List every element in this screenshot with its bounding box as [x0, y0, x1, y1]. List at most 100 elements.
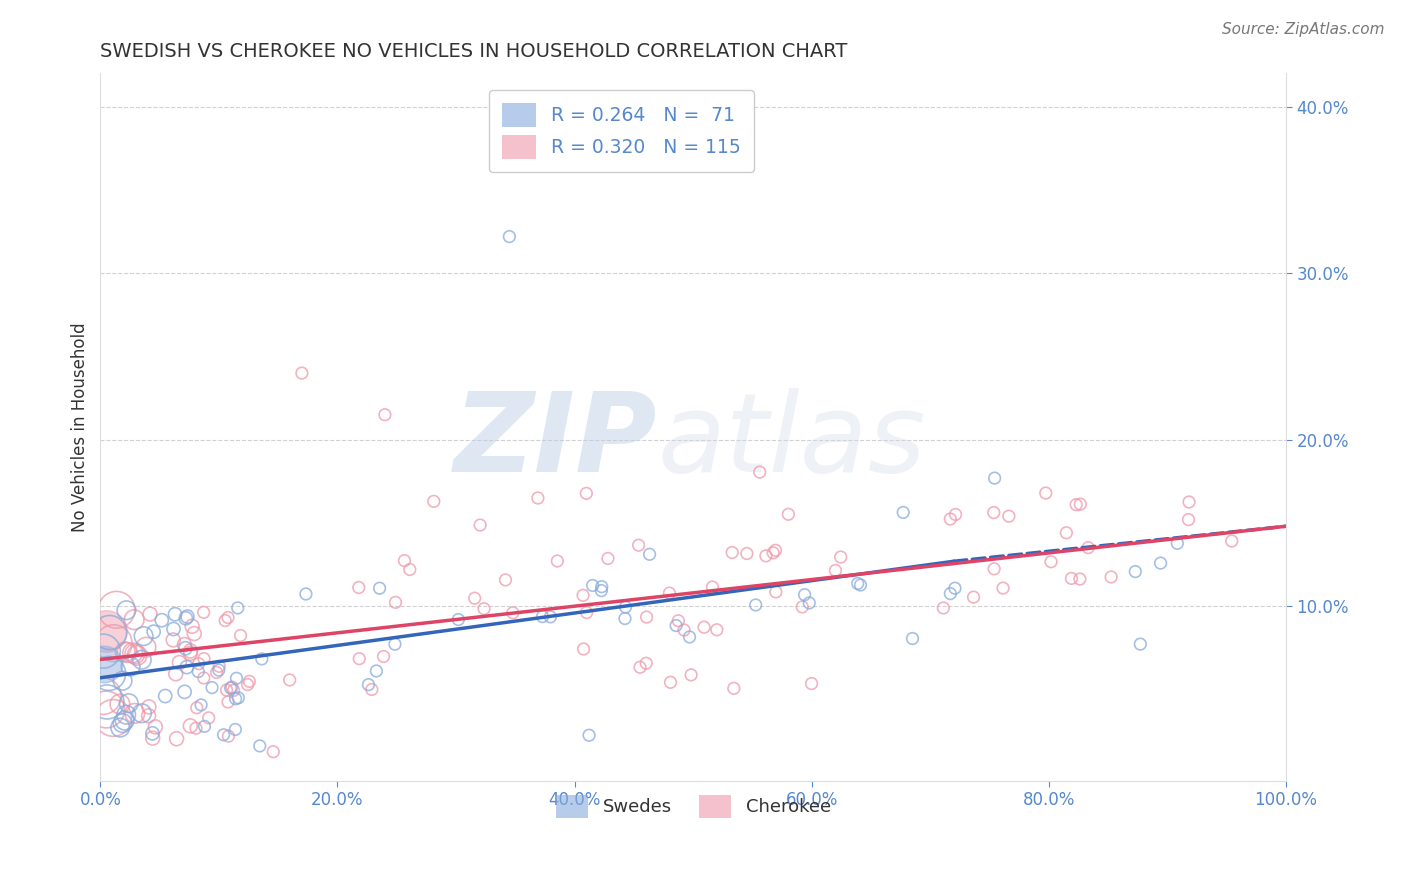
Point: [214, 614, 236, 628]
Point: [221, 680, 243, 694]
Point: [636, 657, 658, 671]
Point: [627, 538, 650, 552]
Point: [591, 580, 613, 594]
Point: [103, 711, 125, 725]
Point: [991, 581, 1014, 595]
Point: [755, 549, 778, 563]
Point: [1069, 497, 1091, 511]
Point: [250, 652, 273, 666]
Point: [139, 607, 162, 621]
Point: [464, 591, 486, 606]
Point: [132, 629, 155, 643]
Point: [111, 716, 134, 731]
Point: [693, 620, 716, 634]
Point: [174, 611, 197, 625]
Point: [939, 586, 962, 600]
Point: [98, 625, 121, 640]
Point: [502, 606, 524, 620]
Point: [939, 512, 962, 526]
Point: [659, 675, 682, 690]
Point: [945, 508, 967, 522]
Point: [208, 663, 231, 677]
Legend: Swedes, Cherokee: Swedes, Cherokee: [548, 788, 838, 825]
Point: [384, 595, 406, 609]
Point: [423, 494, 446, 508]
Y-axis label: No Vehicles in Household: No Vehicles in Household: [72, 322, 89, 532]
Point: [212, 728, 235, 742]
Point: [96, 695, 118, 709]
Point: [217, 695, 239, 709]
Point: [360, 682, 382, 697]
Point: [219, 681, 242, 695]
Point: [1064, 498, 1087, 512]
Point: [165, 666, 187, 681]
Point: [447, 613, 470, 627]
Point: [983, 471, 1005, 485]
Point: [295, 587, 318, 601]
Point: [93, 657, 115, 672]
Point: [472, 601, 495, 615]
Point: [1177, 513, 1199, 527]
Point: [108, 697, 131, 711]
Point: [636, 610, 658, 624]
Point: [124, 706, 146, 721]
Point: [572, 642, 595, 657]
Point: [538, 610, 561, 624]
Point: [208, 659, 231, 673]
Point: [792, 599, 814, 614]
Point: [998, 509, 1021, 524]
Point: [613, 611, 636, 625]
Point: [943, 581, 966, 595]
Point: [190, 698, 212, 712]
Point: [121, 646, 143, 660]
Point: [96, 624, 118, 639]
Point: [498, 229, 520, 244]
Point: [125, 648, 148, 663]
Point: [176, 660, 198, 674]
Point: [94, 702, 117, 716]
Point: [762, 546, 785, 560]
Point: [373, 649, 395, 664]
Point: [596, 551, 619, 566]
Point: [91, 689, 114, 703]
Point: [118, 696, 141, 710]
Point: [114, 645, 136, 659]
Point: [278, 673, 301, 687]
Point: [122, 613, 145, 627]
Point: [193, 719, 215, 733]
Point: [131, 653, 153, 667]
Point: [468, 518, 491, 533]
Point: [765, 585, 787, 599]
Point: [262, 745, 284, 759]
Text: SWEDISH VS CHEROKEE NO VEHICLES IN HOUSEHOLD CORRELATION CHART: SWEDISH VS CHEROKEE NO VEHICLES IN HOUSE…: [100, 42, 848, 61]
Point: [225, 691, 247, 706]
Point: [108, 721, 131, 735]
Point: [932, 601, 955, 615]
Point: [901, 632, 924, 646]
Point: [394, 554, 416, 568]
Point: [962, 590, 984, 604]
Point: [155, 689, 177, 703]
Point: [238, 674, 260, 689]
Point: [1077, 541, 1099, 555]
Point: [138, 708, 160, 723]
Point: [226, 601, 249, 615]
Point: [131, 706, 153, 721]
Point: [162, 632, 184, 647]
Point: [983, 506, 1005, 520]
Point: [983, 562, 1005, 576]
Point: [145, 720, 167, 734]
Point: [173, 638, 195, 652]
Point: [347, 581, 370, 595]
Point: [135, 640, 157, 655]
Point: [793, 588, 815, 602]
Point: [291, 366, 314, 380]
Point: [186, 700, 208, 714]
Point: [236, 677, 259, 691]
Point: [678, 630, 700, 644]
Point: [368, 581, 391, 595]
Point: [666, 614, 689, 628]
Point: [181, 619, 204, 633]
Point: [1099, 570, 1122, 584]
Text: atlas: atlas: [658, 388, 927, 495]
